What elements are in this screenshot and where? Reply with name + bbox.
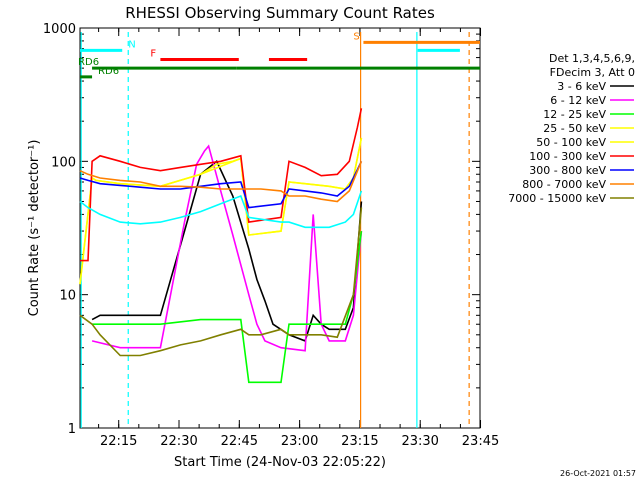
y-tick-label: 10 [59, 289, 76, 304]
flag-label: N [128, 39, 135, 50]
data-series [79, 108, 363, 384]
legend-label: 12 - 25 keV [543, 108, 606, 121]
legend-label: 3 - 6 keV [557, 80, 606, 93]
x-tick-label: 23:00 [281, 434, 318, 449]
x-tick-label: 23:30 [401, 434, 438, 449]
y-axis-label: Count Rate (s⁻¹ detector⁻¹) [27, 140, 42, 317]
x-tick-label: 23:15 [341, 434, 378, 449]
x-tick-label: 22:15 [100, 434, 137, 449]
y-tick-label: 1000 [43, 22, 76, 37]
series-line [91, 160, 363, 342]
flag-label: RD6 [78, 57, 99, 68]
legend-label: 6 - 12 keV [550, 94, 606, 107]
legend-label: 7000 - 15000 keV [508, 192, 606, 205]
series-line [79, 160, 363, 203]
legend-label: 300 - 800 keV [529, 164, 606, 177]
vertical-markers [80, 32, 470, 428]
legend-label: 50 - 100 keV [536, 136, 606, 149]
plot-frame [79, 27, 481, 429]
y-tick-label: 1 [68, 422, 76, 437]
series-line [79, 137, 363, 285]
x-tick-label: 22:45 [221, 434, 258, 449]
series-line [92, 231, 363, 384]
series-line [79, 207, 363, 357]
chart-title: RHESSI Observing Summary Count Rates [125, 4, 435, 22]
axis-ticks: 1 10 100 1000 22:15 22:30 22:45 23:00 23:15 23:30… [43, 22, 499, 449]
legend-header-line-2: FDecim 3, Att 0 [550, 66, 635, 79]
series-line [91, 144, 363, 352]
legend-header-line-1: Det 1,3,4,5,6,9, [549, 52, 635, 65]
legend: Det 1,3,4,5,6,9, FDecim 3, Att 0 3 - 6 k… [508, 52, 635, 205]
x-tick-label: 22:30 [160, 434, 197, 449]
series-line [79, 137, 363, 285]
flag-label: RD6 [98, 66, 119, 77]
flag-label: S [353, 31, 359, 42]
series-line [79, 160, 363, 209]
series-line [80, 108, 363, 262]
legend-label: 100 - 300 keV [529, 150, 606, 163]
flag-label: F [150, 49, 156, 60]
series-line [79, 190, 363, 229]
legend-label: 800 - 7000 keV [522, 178, 606, 191]
timestamp: 26-Oct-2021 01:57 [560, 469, 636, 478]
legend-label: 25 - 50 keV [543, 122, 606, 135]
x-axis-label: Start Time (24-Nov-03 22:05:22) [174, 455, 386, 470]
y-tick-label: 100 [51, 155, 76, 170]
x-tick-label: 23:45 [462, 434, 499, 449]
